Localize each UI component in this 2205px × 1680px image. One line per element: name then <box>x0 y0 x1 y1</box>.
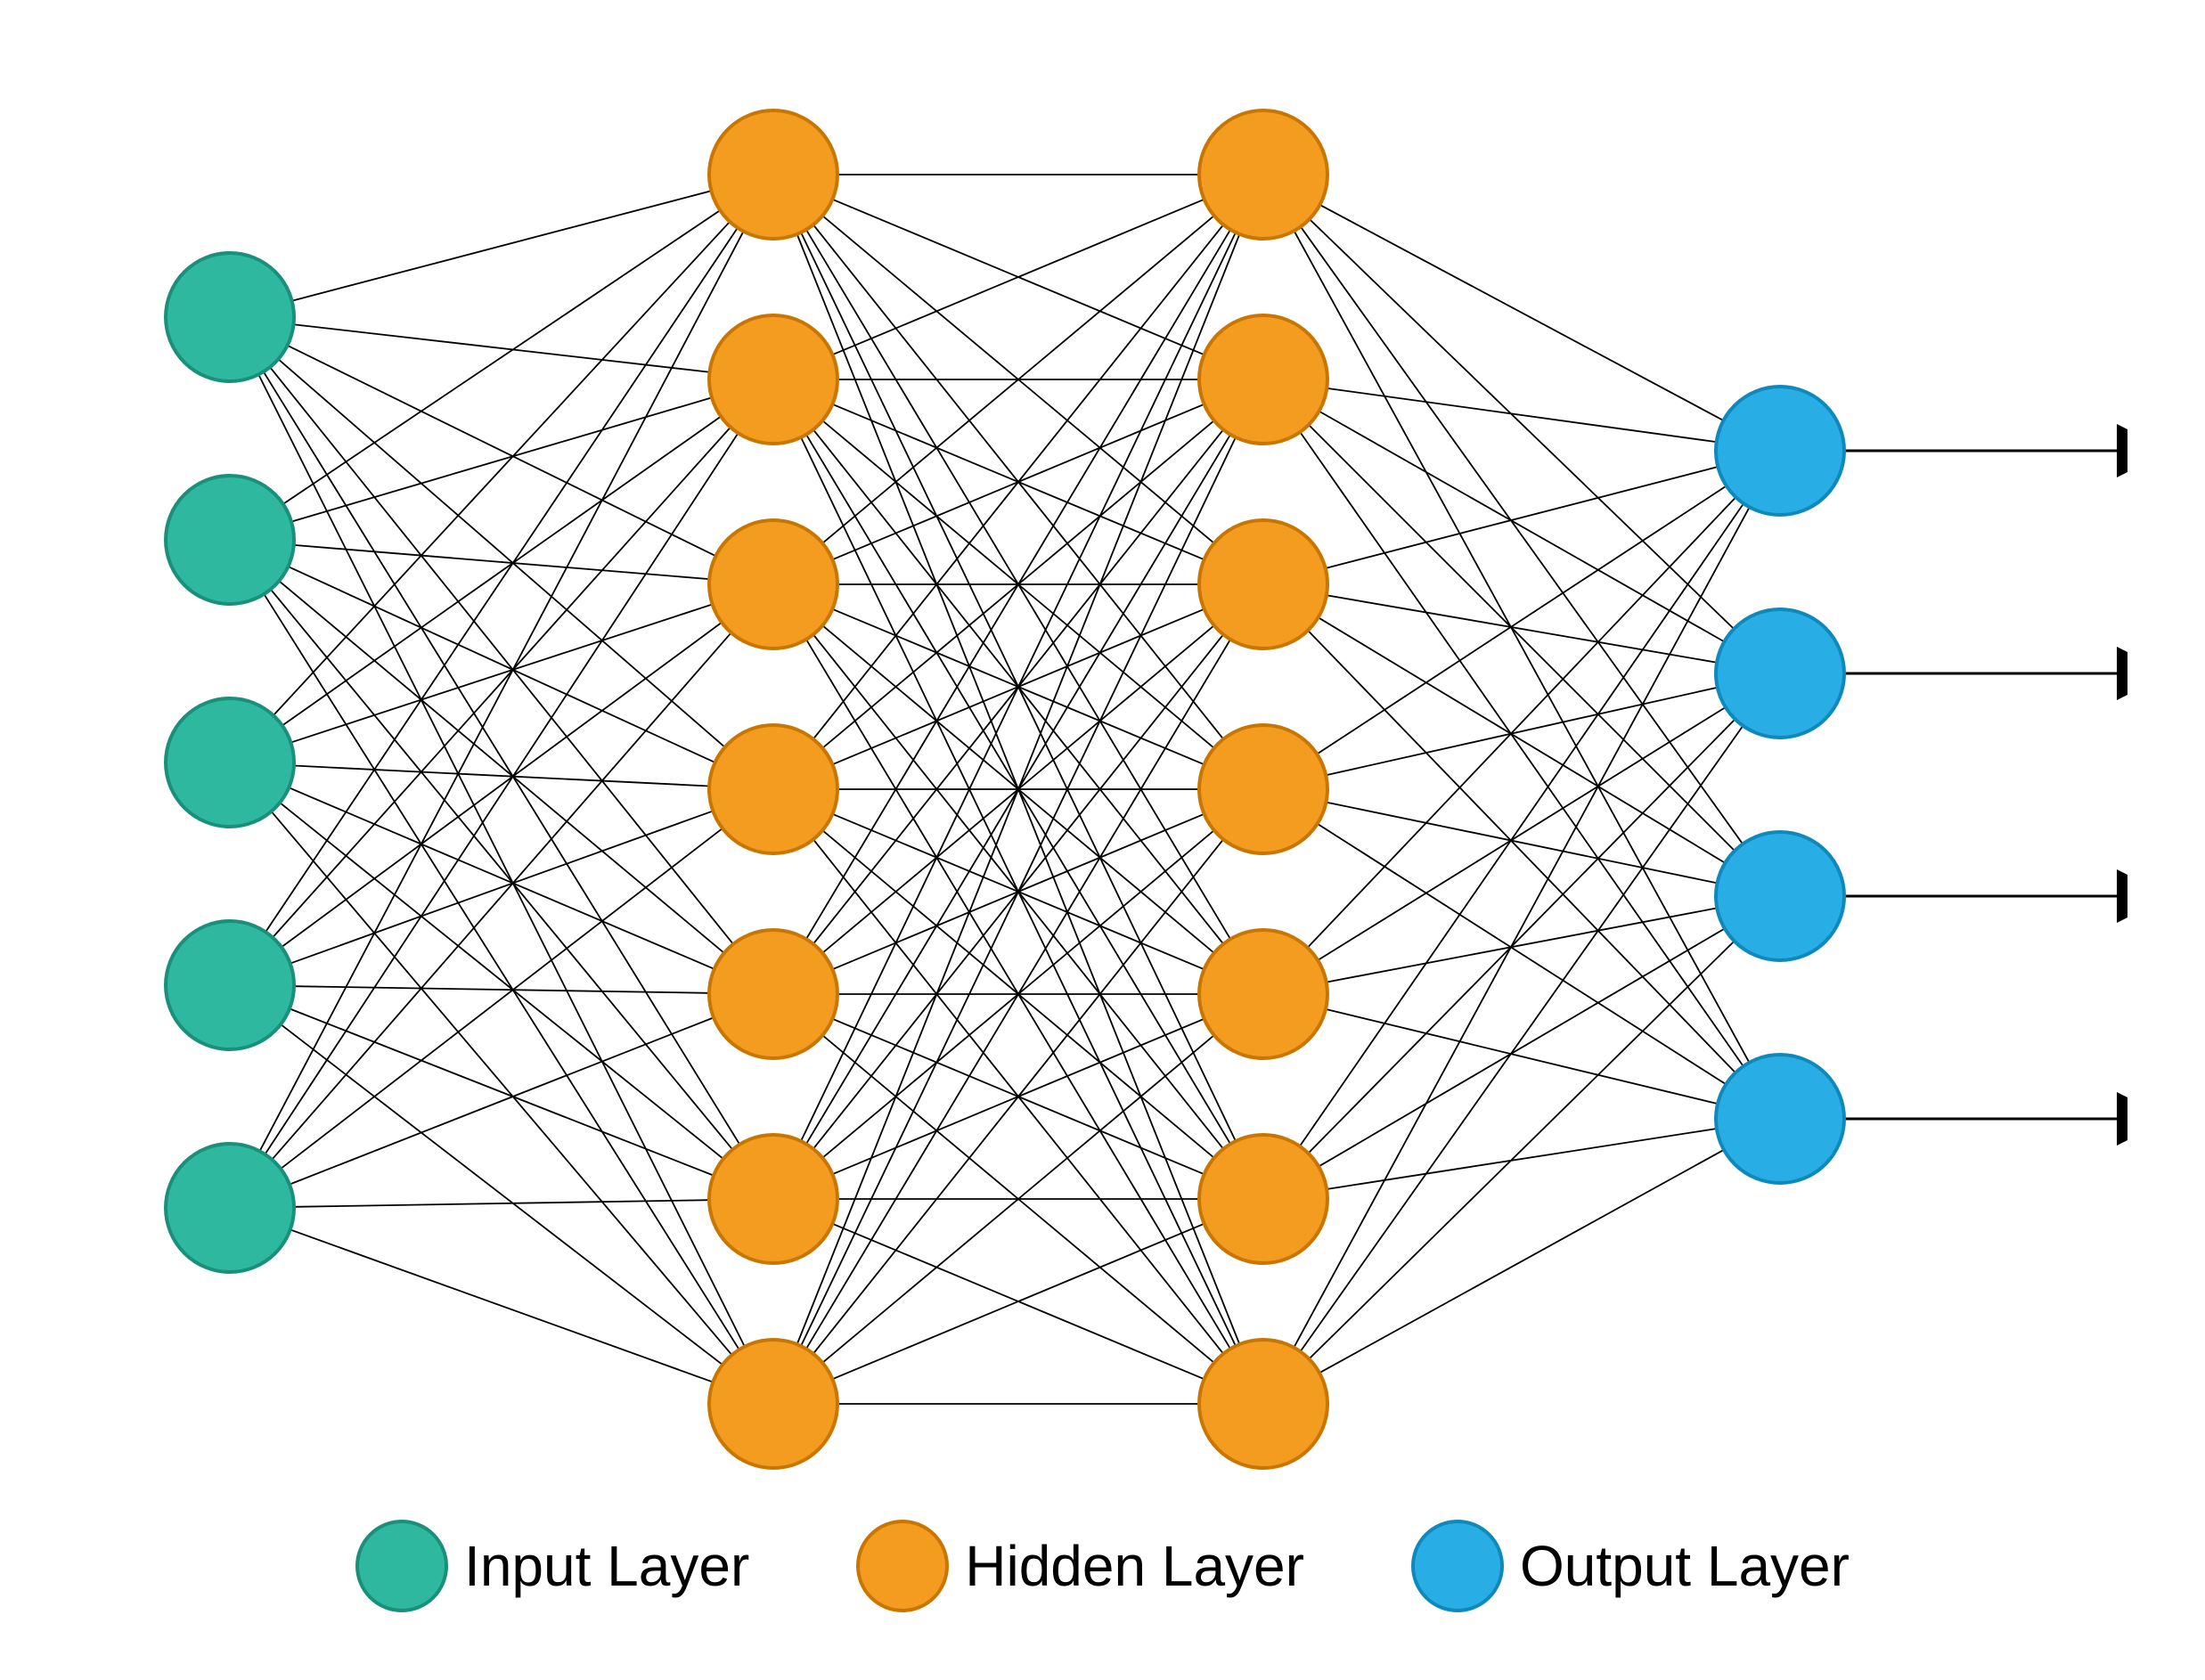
input-node-1 <box>166 476 294 604</box>
hidden2-node-3 <box>1199 725 1327 853</box>
hidden2-node-5 <box>1199 1135 1327 1263</box>
hidden1-node-4 <box>709 930 837 1058</box>
input-node-2 <box>166 698 294 827</box>
neural-network-diagram <box>78 68 2127 1493</box>
hidden1-node-6 <box>709 1340 837 1468</box>
output-node-1 <box>1716 609 1844 738</box>
legend-label-output: Output Layer <box>1520 1533 1850 1599</box>
legend-swatch-input <box>355 1520 448 1612</box>
legend-label-input: Input Layer <box>464 1533 749 1599</box>
hidden2-node-0 <box>1199 110 1327 239</box>
input-node-4 <box>166 1144 294 1272</box>
hidden2-node-2 <box>1199 520 1327 648</box>
legend-item-output: Output Layer <box>1411 1520 1850 1612</box>
hidden2-node-1 <box>1199 315 1327 444</box>
legend-item-hidden: Hidden Layer <box>856 1520 1304 1612</box>
legend-item-input: Input Layer <box>355 1520 749 1612</box>
edges-group <box>258 175 2127 1404</box>
network-svg <box>78 68 2127 1493</box>
output-node-2 <box>1716 832 1844 960</box>
input-node-0 <box>166 253 294 381</box>
legend-label-hidden: Hidden Layer <box>965 1533 1304 1599</box>
hidden1-node-5 <box>709 1135 837 1263</box>
hidden1-node-2 <box>709 520 837 648</box>
hidden2-node-4 <box>1199 930 1327 1058</box>
output-node-0 <box>1716 387 1844 515</box>
legend-swatch-hidden <box>856 1520 949 1612</box>
legend-swatch-output <box>1411 1520 1504 1612</box>
hidden1-node-3 <box>709 725 837 853</box>
hidden2-node-6 <box>1199 1340 1327 1468</box>
hidden1-node-0 <box>709 110 837 239</box>
legend: Input Layer Hidden Layer Output Layer <box>355 1520 1850 1612</box>
hidden1-node-1 <box>709 315 837 444</box>
input-node-3 <box>166 921 294 1049</box>
output-node-3 <box>1716 1055 1844 1183</box>
